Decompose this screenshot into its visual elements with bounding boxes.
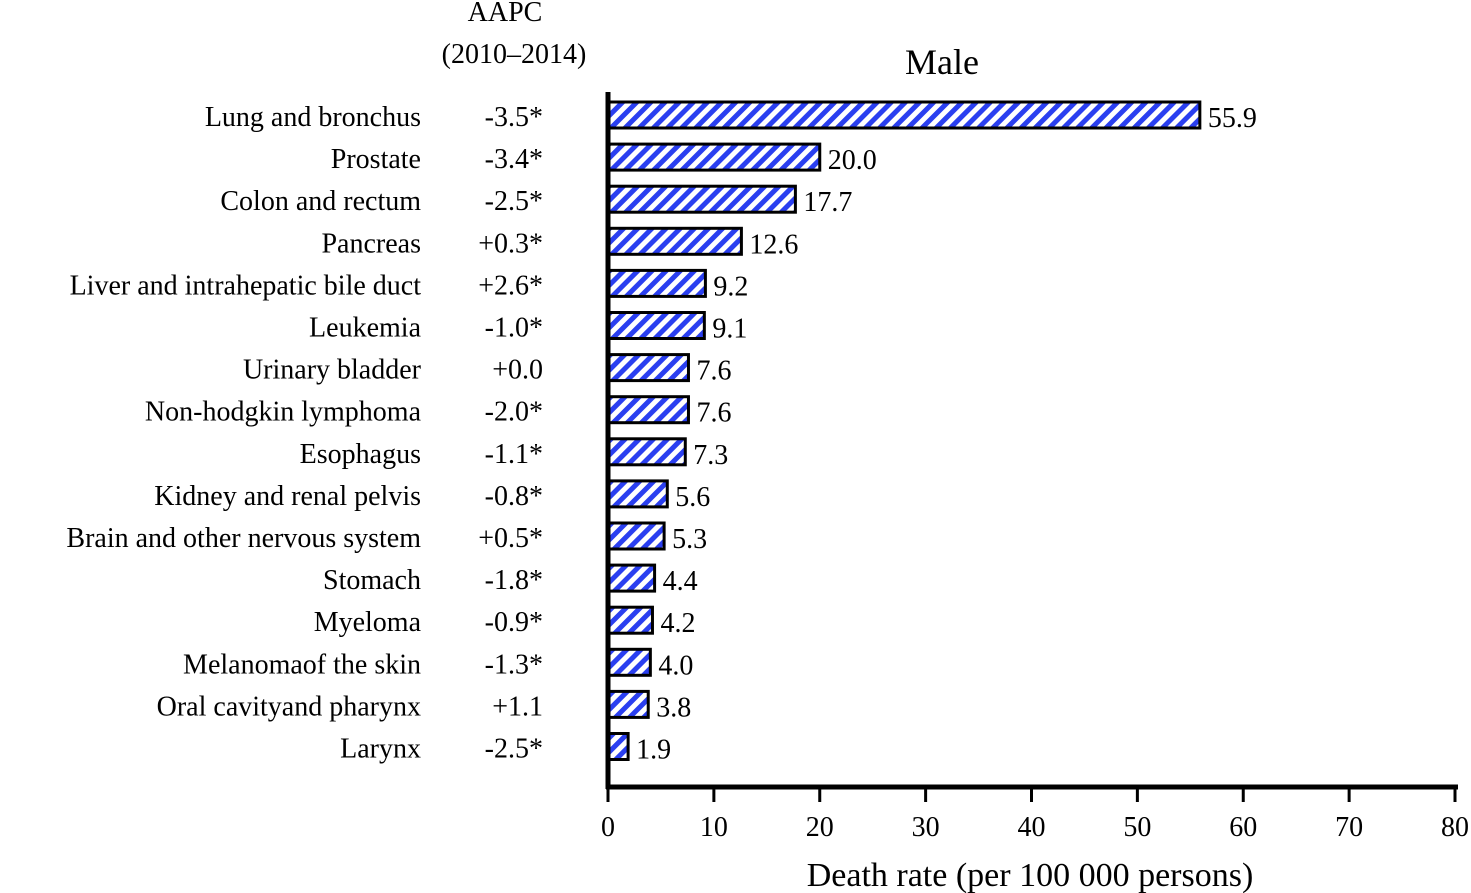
bar-value-label: 7.3 <box>693 440 728 471</box>
aapc-value: -3.5* <box>485 102 543 133</box>
x-tick-label: 30 <box>912 812 940 843</box>
category-label: Pancreas <box>321 228 421 259</box>
bar-value-label: 12.6 <box>749 229 798 260</box>
x-tick-label: 50 <box>1123 812 1151 843</box>
category-label: Esophagus <box>300 439 421 470</box>
aapc-value: +0.5* <box>478 523 543 554</box>
bar-value-label: 20.0 <box>828 145 877 176</box>
x-tick-label: 70 <box>1335 812 1363 843</box>
bar-value-label: 7.6 <box>696 356 731 387</box>
aapc-header-line1: AAPC <box>468 0 543 28</box>
bar <box>606 647 652 677</box>
x-tick-label: 20 <box>806 812 834 843</box>
bar <box>606 563 657 593</box>
bar <box>606 395 690 425</box>
category-label: Lung and bronchus <box>205 102 421 133</box>
bar-value-label: 1.9 <box>636 735 671 766</box>
aapc-header-line2: (2010–2014) <box>442 39 587 70</box>
x-ticks: 0 10 20 30 40 50 60 70 80 <box>601 787 1469 843</box>
category-label: Liver and intrahepatic bile duct <box>70 270 422 301</box>
bar <box>606 184 797 214</box>
x-tick-label: 0 <box>601 812 615 843</box>
bar-value-label: 7.6 <box>696 398 731 429</box>
x-axis-label: Death rate (per 100 000 persons) <box>807 857 1254 893</box>
category-label: Melanomaof the skin <box>183 649 421 680</box>
x-tick-label: 80 <box>1441 812 1469 843</box>
bar <box>606 732 630 761</box>
aapc-value: -2.5* <box>485 734 543 765</box>
aapc-value: +0.0 <box>492 355 543 386</box>
category-label: Prostate <box>331 144 421 175</box>
category-label: Urinary bladder <box>243 355 422 386</box>
chart-title: Male <box>905 42 979 82</box>
bar-value-label: 5.3 <box>672 524 707 555</box>
x-tick-label: 40 <box>1018 812 1046 843</box>
bar-value-label: 55.9 <box>1208 103 1257 134</box>
aapc-value: -2.0* <box>485 397 543 428</box>
category-label: Larynx <box>340 734 421 765</box>
aapc-value: +0.3* <box>478 228 543 259</box>
bar <box>606 100 1202 130</box>
x-tick-label: 60 <box>1229 812 1257 843</box>
category-label: Colon and rectum <box>220 186 421 217</box>
bar <box>606 311 706 340</box>
aapc-value: -0.8* <box>485 481 543 512</box>
category-label: Stomach <box>323 565 421 596</box>
bar-value-label: 3.8 <box>656 692 691 723</box>
bar <box>606 437 687 467</box>
category-label: Oral cavityand pharynx <box>157 691 421 722</box>
bar <box>606 142 822 172</box>
bar-value-label: 4.2 <box>660 608 695 639</box>
aapc-value: -2.5* <box>485 186 543 217</box>
bars-layer <box>606 100 1202 761</box>
bar-value-label: 17.7 <box>803 187 852 218</box>
aapc-value: +1.1 <box>492 691 543 722</box>
aapc-value: -1.3* <box>485 649 543 680</box>
bar-value-label: 4.0 <box>658 650 693 681</box>
category-label: Brain and other nervous system <box>66 523 421 554</box>
bar-value-label: 9.1 <box>712 314 747 345</box>
bar-value-label: 9.2 <box>713 271 748 302</box>
x-tick-label: 10 <box>700 812 728 843</box>
bar <box>606 605 654 635</box>
category-label: Non-hodgkin lymphoma <box>145 397 422 428</box>
category-label: Kidney and renal pelvis <box>154 481 421 512</box>
category-label: Myeloma <box>314 607 422 638</box>
bar-value-label: 4.4 <box>663 566 698 597</box>
aapc-value: -0.9* <box>485 607 543 638</box>
bar <box>606 226 743 256</box>
aapc-value: -3.4* <box>485 144 543 175</box>
bar-value-label: 5.6 <box>675 482 710 513</box>
aapc-value: -1.0* <box>485 313 543 344</box>
bar <box>606 268 707 298</box>
bar <box>606 353 690 383</box>
bar <box>606 521 666 551</box>
aapc-value: +2.6* <box>478 270 543 301</box>
bar <box>606 689 650 719</box>
aapc-value: -1.8* <box>485 565 543 596</box>
bar <box>606 479 669 509</box>
labels-layer: Lung and bronchus -3.5* 55.9 Prostate -3.4* 2… <box>66 102 1256 766</box>
aapc-value: -1.1* <box>485 439 543 470</box>
category-label: Leukemia <box>309 313 422 344</box>
